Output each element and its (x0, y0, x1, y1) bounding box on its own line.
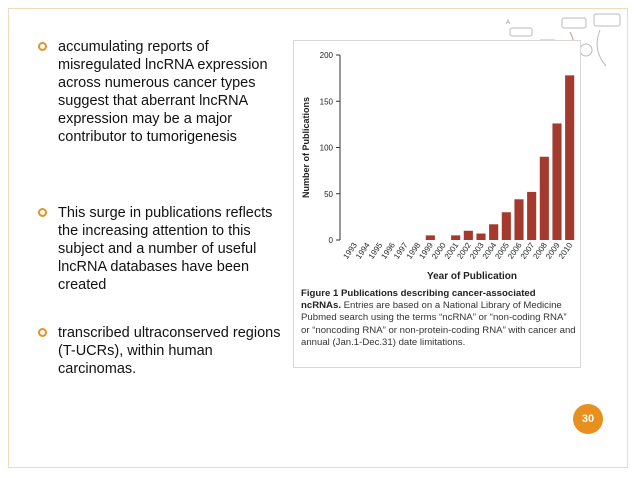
bar-2004 (489, 224, 499, 240)
y-tick-label: 0 (329, 236, 334, 245)
publications-figure: 0 50 100 150 200 Number of Publications 1993 19… (293, 40, 581, 368)
bullet-text: transcribed ultraconserved regions (T-UC… (58, 325, 281, 377)
bar-2005 (501, 212, 511, 240)
slide-frame (8, 8, 628, 468)
bar-2009 (552, 123, 562, 240)
bar-2002 (463, 230, 473, 240)
figure-caption: Figure 1 Publications describing cancer-… (301, 288, 577, 349)
bullet-ring-icon (38, 328, 47, 337)
bar-2008 (539, 156, 549, 240)
y-tick-label: 150 (320, 97, 334, 106)
figure-caption-body: Entries are based on a National Library … (301, 300, 576, 348)
bullet-text: This surge in publications reflects the … (58, 205, 273, 293)
bar-2003 (476, 233, 486, 240)
bullet-ring-icon (38, 42, 47, 51)
chart-axes (336, 54, 341, 241)
bullet-item: This surge in publications reflects the … (38, 204, 288, 294)
bar-2010 (565, 75, 575, 240)
figure-caption-title: Figure 1 Publications describing cancer-… (301, 288, 536, 312)
bar-1999 (425, 235, 435, 240)
x-axis-label: Year of Publication (427, 271, 517, 282)
page-number-badge: 30 (573, 404, 603, 434)
bullet-text: accumulating reports of misregulated lnc… (58, 39, 268, 145)
bar-2006 (514, 199, 524, 240)
bullet-item: accumulating reports of misregulated lnc… (38, 38, 288, 146)
svg-text:A: A (506, 20, 510, 26)
y-tick-label: 50 (324, 190, 333, 199)
bar-2007 (527, 191, 537, 240)
bar-2001 (451, 235, 461, 240)
y-tick-label: 200 (320, 51, 334, 60)
bullet-item: transcribed ultraconserved regions (T-UC… (38, 324, 288, 378)
bullet-ring-icon (38, 208, 47, 217)
y-axis-label: Number of Publications (301, 97, 311, 198)
chart-bars (425, 75, 575, 240)
x-tick-label: 2010 (557, 241, 575, 261)
y-tick-label: 100 (320, 144, 334, 153)
